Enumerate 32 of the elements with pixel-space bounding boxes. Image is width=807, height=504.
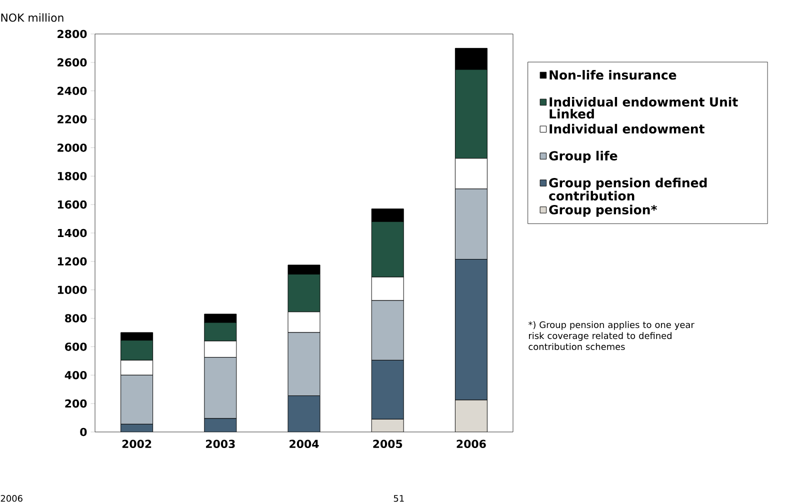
y-tick-label: 2200 [58, 115, 87, 124]
x-tick-label: 2004 [290, 440, 319, 448]
text: 51 [394, 495, 404, 502]
legend-label: Group life [549, 150, 618, 163]
y-tick-label: 2000 [58, 144, 87, 152]
y-tick-label: 1400 [58, 228, 87, 238]
legend-label: Individual endowment [550, 124, 704, 134]
bar [454, 400, 488, 432]
y-tick-label: 200 [65, 399, 87, 408]
text: *) Group pension applies to one year risk coverage related to defined contribution schemes [528, 321, 694, 350]
y-tick-label: 1600 [58, 200, 87, 209]
x-tick-label: 2006 [456, 440, 486, 448]
legend-label: Non-life insurance [550, 70, 676, 80]
y-tick-label: 2800 [58, 30, 87, 38]
text: 2006 [0, 495, 22, 502]
y-tick-label: 0 [80, 428, 87, 436]
bar [371, 418, 404, 432]
y-tick-label: 400 [64, 370, 87, 380]
x-tick-label: 2002 [122, 440, 152, 448]
y-axis-title: NOK million [1, 13, 64, 22]
x-tick-label: 2005 [373, 440, 402, 448]
y-tick-label: 600 [65, 342, 87, 351]
y-tick-label: 1200 [58, 257, 87, 266]
y-tick-label: 1000 [58, 286, 87, 294]
legend-label: Individual endowment Unit Linked [550, 96, 738, 119]
x-tick-label: 2003 [206, 440, 235, 448]
y-tick-label: 1800 [58, 172, 87, 180]
y-tick-label: 2600 [58, 58, 87, 67]
legend-label: Group pension defined contribution [549, 178, 707, 200]
legend-label: Group pension* [549, 204, 658, 217]
y-tick-label: 2400 [58, 86, 87, 95]
y-tick-label: 800 [65, 314, 87, 322]
